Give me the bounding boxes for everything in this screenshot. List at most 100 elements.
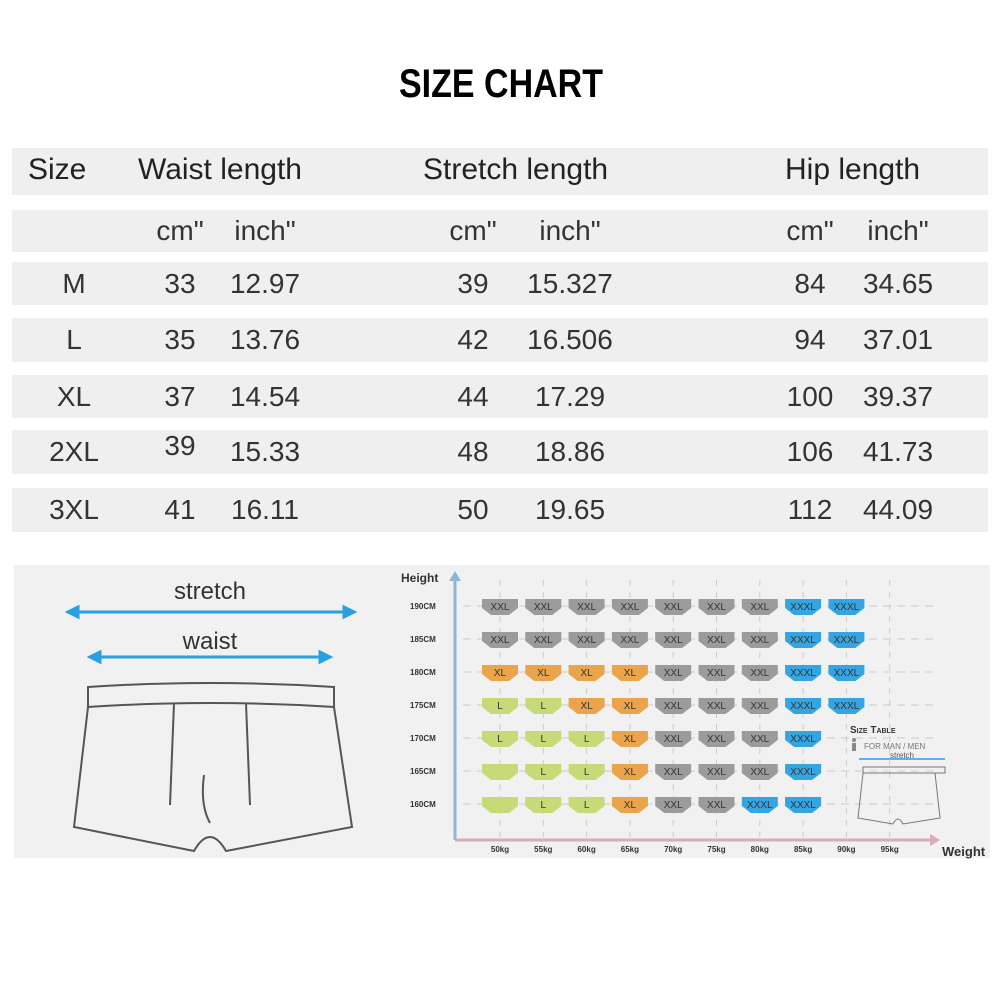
size-badge-label: XXXL <box>790 734 816 745</box>
size-badge-label: XL <box>624 668 637 679</box>
height-tick-label: 175CM <box>410 701 436 710</box>
size-badge-l: L <box>568 764 605 780</box>
size-badge-label: XXXL <box>790 602 816 613</box>
value-cell: 15.327 <box>527 268 613 299</box>
size-badge-xxl: XXL <box>741 764 778 780</box>
size-badge-label: L <box>497 734 503 745</box>
inset-subtitle: FOR MAN / MEN <box>864 742 926 751</box>
size-badge-label: XXL <box>750 602 769 613</box>
value-cell: 15.33 <box>229 436 301 467</box>
value-cell: 18.86 <box>534 436 606 467</box>
value-cell: 41 <box>164 494 196 525</box>
height-tick-label: 170CM <box>410 734 436 743</box>
column-header: Hip length <box>785 153 921 186</box>
size-badge-label: L <box>584 734 590 745</box>
size-badge-label: XXXL <box>790 635 816 646</box>
size-badge-label: XXL <box>707 701 726 712</box>
table-row <box>12 262 988 305</box>
size-cell: XL <box>56 381 92 412</box>
size-badge-l: L <box>568 797 605 813</box>
size-badge-label: XL <box>624 800 637 811</box>
size-badge-label: XXL <box>750 734 769 745</box>
weight-tick-label: 90kg <box>837 845 855 854</box>
size-badge-label: XXL <box>707 800 726 811</box>
size-badge-xxl: XXL <box>698 665 735 681</box>
boxer-drawing-icon <box>72 682 354 853</box>
size-badge-xxl: XXL <box>568 632 605 648</box>
value-cell: 39 <box>164 430 196 461</box>
value-cell: 44.09 <box>862 494 934 525</box>
size-badge-xxxl: XXXL <box>785 698 822 714</box>
size-badge-xl: XL <box>525 665 562 681</box>
y-axis-label: Height <box>401 571 438 585</box>
size-badge-label: XXL <box>491 602 510 613</box>
value-cell: 112 <box>787 494 833 525</box>
size-badge-label: XL <box>494 668 507 679</box>
value-cell: 84 <box>794 268 826 299</box>
size-badge-l: L <box>525 797 562 813</box>
size-badge-label: XXL <box>750 701 769 712</box>
value-cell: 14.54 <box>229 381 301 412</box>
size-badge-label: L <box>541 800 547 811</box>
waist-arrow <box>86 649 334 665</box>
value-cell: 50 <box>457 494 489 525</box>
y-axis-arrow-icon <box>449 571 461 581</box>
value-cell: 39 <box>457 268 489 299</box>
size-badge-label: XXL <box>707 635 726 646</box>
size-badge-label: L <box>584 767 590 778</box>
value-cell: 48 <box>457 436 489 467</box>
unit-label: inch" <box>539 215 601 246</box>
size-badge-label: L <box>541 734 547 745</box>
value-cell: 35 <box>164 324 196 355</box>
value-cell: 34.65 <box>862 268 934 299</box>
size-badge-xxl: XXL <box>698 797 735 813</box>
value-cell: 16.11 <box>231 494 299 525</box>
column-header: Stretch length <box>423 153 609 186</box>
inset-boxer-icon <box>857 766 946 825</box>
size-badge-label: L <box>541 701 547 712</box>
person-icon-body <box>852 743 856 751</box>
size-badge-xxxl: XXXL <box>785 665 822 681</box>
table-row <box>12 430 988 474</box>
inset-title: Size Table <box>850 725 896 736</box>
size-badge-xxl: XXL <box>482 599 518 615</box>
size-badge-l <box>482 764 518 780</box>
value-cell: 41.73 <box>862 436 934 467</box>
unit-label: cm" <box>449 215 497 246</box>
size-badge-xl: XL <box>611 731 648 747</box>
size-badge-label: XXL <box>664 668 683 679</box>
size-badge-label: XL <box>624 734 637 745</box>
size-badge-xxl: XXL <box>568 599 605 615</box>
size-badge-label: XXXL <box>834 602 860 613</box>
size-badge-xxl: XXL <box>698 764 735 780</box>
size-badge-label: XXL <box>750 767 769 778</box>
size-badge-xxxl: XXXL <box>828 632 865 648</box>
column-header: Size <box>28 153 87 186</box>
weight-tick-label: 80kg <box>751 845 769 854</box>
size-badge-label: XXL <box>664 767 683 778</box>
size-badge-label: XL <box>624 767 637 778</box>
size-cell: L <box>66 324 82 355</box>
size-badge-xxxl: XXXL <box>785 731 822 747</box>
size-badge-xxl: XXL <box>698 599 735 615</box>
size-badge-xl: XL <box>611 665 648 681</box>
size-badge-xxl: XXL <box>611 632 648 648</box>
size-badge-label: XXL <box>707 668 726 679</box>
size-badge-xxxl: XXXL <box>741 797 778 813</box>
unit-label: cm" <box>156 215 204 246</box>
table-row <box>12 488 988 532</box>
size-cell: M <box>62 268 86 299</box>
weight-tick-label: 85kg <box>794 845 812 854</box>
height-weight-size-grid: Height Weight 190CM 185CM 180CM 175CM 170CM 165… <box>401 571 986 859</box>
size-badge-xxxl: XXXL <box>785 632 822 648</box>
size-badge-xxl: XXL <box>525 599 562 615</box>
size-badge-xxl: XXL <box>741 632 778 648</box>
value-cell: 12.97 <box>229 268 301 299</box>
size-badge-label: XXXL <box>834 668 860 679</box>
size-badge-label: L <box>584 800 590 811</box>
value-cell: 33 <box>164 268 196 299</box>
value-cell: 37.01 <box>862 324 934 355</box>
x-axis-arrow-icon <box>930 834 940 846</box>
size-badge-label: XL <box>580 701 593 712</box>
table-row <box>12 318 988 362</box>
